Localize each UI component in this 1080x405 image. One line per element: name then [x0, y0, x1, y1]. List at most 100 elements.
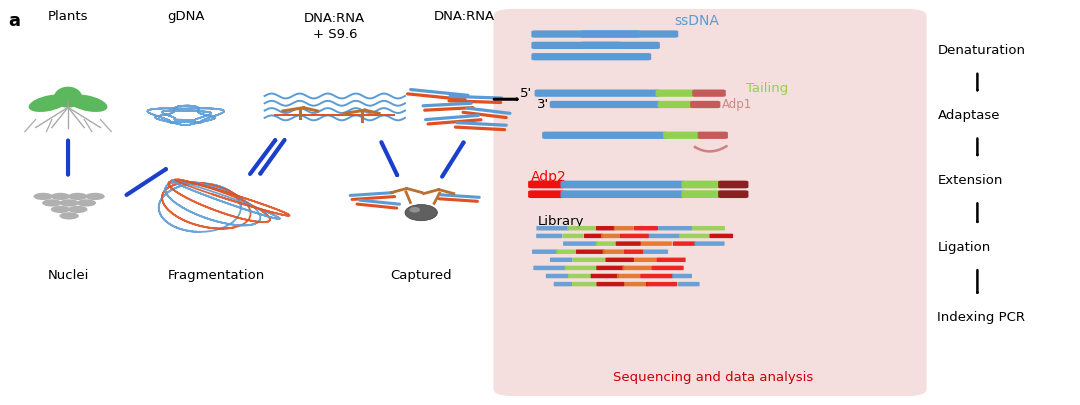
Text: 3': 3' [537, 98, 549, 111]
FancyBboxPatch shape [710, 234, 733, 238]
Ellipse shape [54, 87, 82, 108]
FancyBboxPatch shape [673, 241, 696, 246]
FancyBboxPatch shape [531, 53, 651, 60]
Circle shape [85, 193, 105, 200]
FancyBboxPatch shape [692, 90, 726, 97]
Text: Fragmentation: Fragmentation [167, 269, 265, 282]
FancyBboxPatch shape [672, 274, 692, 278]
FancyBboxPatch shape [537, 226, 569, 230]
Circle shape [42, 199, 62, 207]
FancyBboxPatch shape [534, 266, 566, 270]
FancyBboxPatch shape [591, 274, 619, 278]
Circle shape [51, 193, 70, 200]
FancyBboxPatch shape [561, 181, 686, 188]
FancyBboxPatch shape [616, 241, 640, 246]
FancyBboxPatch shape [531, 30, 640, 38]
FancyBboxPatch shape [692, 226, 725, 230]
FancyBboxPatch shape [572, 282, 596, 286]
FancyBboxPatch shape [640, 274, 674, 278]
FancyBboxPatch shape [679, 234, 710, 238]
Text: Library: Library [538, 215, 584, 228]
Text: a: a [9, 12, 21, 30]
Text: gDNA: gDNA [167, 10, 204, 23]
FancyBboxPatch shape [681, 190, 723, 198]
FancyBboxPatch shape [596, 266, 624, 270]
Circle shape [33, 193, 53, 200]
Text: Plants: Plants [48, 10, 89, 23]
FancyBboxPatch shape [563, 241, 597, 246]
FancyBboxPatch shape [718, 190, 748, 198]
Text: ssDNA: ssDNA [674, 14, 719, 28]
FancyBboxPatch shape [494, 9, 927, 396]
Circle shape [68, 193, 87, 200]
FancyBboxPatch shape [690, 101, 720, 108]
FancyBboxPatch shape [576, 249, 605, 254]
Text: Captured: Captured [390, 269, 453, 282]
Ellipse shape [405, 205, 437, 221]
FancyBboxPatch shape [620, 234, 649, 238]
Text: Tailing: Tailing [745, 82, 788, 95]
FancyBboxPatch shape [528, 181, 565, 188]
FancyBboxPatch shape [532, 249, 558, 254]
Text: DNA:RNA: DNA:RNA [434, 10, 495, 23]
FancyBboxPatch shape [622, 266, 651, 270]
FancyBboxPatch shape [617, 274, 642, 278]
FancyBboxPatch shape [600, 234, 621, 238]
FancyBboxPatch shape [656, 90, 697, 97]
FancyBboxPatch shape [640, 241, 672, 246]
Text: Indexing PCR: Indexing PCR [937, 311, 1025, 324]
FancyBboxPatch shape [606, 258, 634, 262]
FancyBboxPatch shape [542, 132, 667, 139]
FancyBboxPatch shape [580, 42, 660, 49]
FancyBboxPatch shape [561, 190, 686, 198]
Circle shape [68, 206, 87, 213]
FancyBboxPatch shape [634, 258, 658, 262]
Circle shape [59, 199, 79, 207]
FancyBboxPatch shape [528, 190, 565, 198]
FancyBboxPatch shape [536, 234, 563, 238]
FancyBboxPatch shape [698, 132, 728, 139]
Text: DNA:RNA
+ S9.6: DNA:RNA + S9.6 [305, 12, 365, 40]
FancyBboxPatch shape [554, 282, 572, 286]
FancyBboxPatch shape [694, 241, 725, 246]
Text: Nuclei: Nuclei [48, 269, 89, 282]
FancyBboxPatch shape [584, 234, 603, 238]
Text: Adaptase: Adaptase [937, 109, 1000, 122]
Ellipse shape [409, 207, 420, 213]
FancyBboxPatch shape [596, 241, 616, 246]
FancyBboxPatch shape [613, 226, 634, 230]
FancyBboxPatch shape [678, 282, 700, 286]
FancyBboxPatch shape [663, 132, 702, 139]
Ellipse shape [29, 95, 68, 112]
FancyBboxPatch shape [565, 266, 598, 270]
FancyBboxPatch shape [545, 274, 569, 278]
FancyBboxPatch shape [646, 282, 677, 286]
Text: Extension: Extension [937, 174, 1003, 187]
FancyBboxPatch shape [624, 282, 648, 286]
FancyBboxPatch shape [681, 181, 723, 188]
FancyBboxPatch shape [649, 234, 680, 238]
FancyBboxPatch shape [657, 258, 686, 262]
FancyBboxPatch shape [658, 226, 692, 230]
Text: 5': 5' [521, 87, 532, 100]
Text: Sequencing and data analysis: Sequencing and data analysis [612, 371, 813, 384]
FancyBboxPatch shape [596, 282, 624, 286]
FancyBboxPatch shape [580, 30, 678, 38]
Text: Adp1: Adp1 [721, 98, 752, 111]
FancyBboxPatch shape [568, 274, 593, 278]
FancyBboxPatch shape [550, 101, 662, 108]
FancyBboxPatch shape [658, 101, 694, 108]
FancyBboxPatch shape [531, 42, 622, 49]
FancyBboxPatch shape [567, 226, 597, 230]
Circle shape [77, 199, 96, 207]
FancyBboxPatch shape [634, 226, 658, 230]
FancyBboxPatch shape [535, 90, 660, 97]
FancyBboxPatch shape [603, 249, 625, 254]
FancyBboxPatch shape [718, 181, 748, 188]
FancyBboxPatch shape [550, 258, 572, 262]
FancyBboxPatch shape [643, 249, 669, 254]
Circle shape [51, 206, 70, 213]
FancyBboxPatch shape [572, 258, 606, 262]
FancyBboxPatch shape [651, 266, 684, 270]
FancyBboxPatch shape [556, 249, 576, 254]
